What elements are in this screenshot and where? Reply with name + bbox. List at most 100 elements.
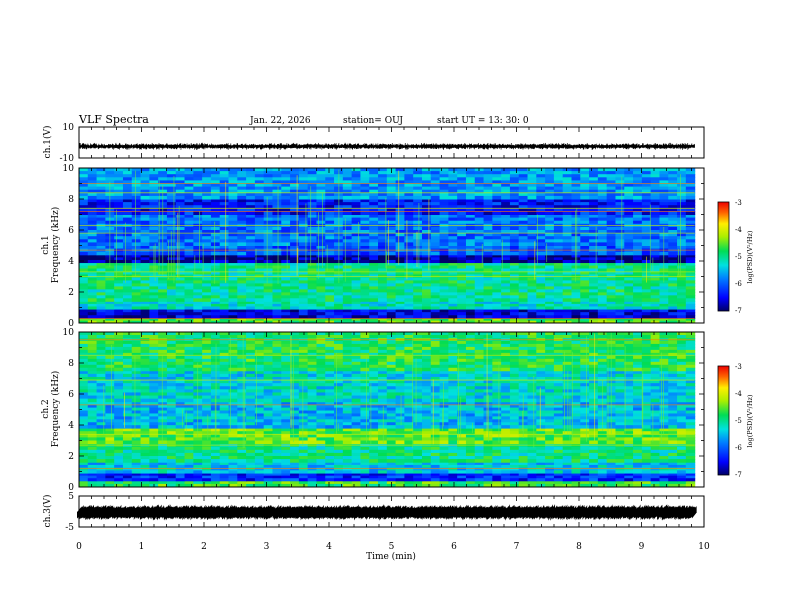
spectrogram-cell [606, 478, 617, 482]
spectrogram-cell [615, 462, 625, 466]
spectrogram-cell [633, 289, 643, 293]
spectrogram-cell [360, 309, 370, 313]
spectrogram-cell [448, 251, 458, 256]
spectrogram-cell [562, 262, 573, 267]
spectrogram-cell [650, 459, 661, 463]
spectrogram-cell [360, 189, 370, 194]
spectrogram-cell [202, 168, 212, 172]
spectrogram-cell [448, 283, 458, 287]
spectrogram-cell [501, 301, 511, 305]
spectrogram-cell [122, 177, 133, 181]
spectrogram-cell [316, 483, 326, 487]
spectrogram-cell [633, 171, 643, 175]
spectrogram-cell [105, 277, 115, 281]
spectrogram-cell [474, 180, 485, 184]
spectrogram-cell [474, 295, 485, 299]
spectrogram-cell [175, 309, 186, 313]
spectrogram-cell [633, 208, 643, 212]
spectrogram-cell [606, 174, 617, 178]
spectrogram-cell [184, 251, 194, 256]
spectrogram-cell [202, 199, 212, 203]
spectrogram-cell [677, 262, 687, 267]
spectrogram-cell [509, 283, 520, 287]
spectrogram-cell [553, 171, 564, 175]
spectrogram-cell [237, 437, 247, 441]
spectrogram-cell [87, 306, 98, 310]
spectrogram-cell [395, 301, 405, 305]
spectrogram-cell [571, 177, 581, 181]
spectrogram-cell [316, 183, 326, 188]
spectrogram-cell [448, 289, 458, 293]
spectrogram-cell [378, 480, 388, 485]
spectrogram-cell [404, 467, 414, 471]
spectrogram-cell [140, 437, 150, 441]
spectrogram-cell [439, 452, 449, 457]
spectrogram-cell [360, 459, 370, 463]
spectrogram-cell [272, 230, 282, 234]
spectrogram-cell [193, 309, 203, 313]
spectrogram-cell [501, 230, 511, 234]
spectrogram-cell [624, 214, 634, 219]
spectrogram-cell [395, 202, 405, 206]
spectrogram-cell [474, 301, 485, 305]
spectrogram-cell [237, 262, 247, 267]
spectrogram-cell [237, 431, 247, 435]
spectrogram-cell [685, 470, 696, 474]
spectrogram-cell [114, 459, 124, 463]
spectrogram-cell [492, 254, 502, 258]
spectrogram-cell [509, 475, 520, 479]
spectrogram-cell [501, 183, 511, 188]
spectrogram-cell [316, 320, 326, 323]
spectrogram-cell [351, 254, 362, 258]
spectrogram-cell [272, 283, 282, 287]
spectrogram-cell [131, 183, 142, 188]
spectrogram-cell [492, 289, 502, 293]
spectrogram-cell [298, 177, 309, 181]
spectrogram-cell [624, 446, 634, 451]
spectrogram-cell [641, 456, 652, 460]
spectrogram-cell [175, 174, 186, 178]
spectrogram-cell [492, 309, 502, 313]
spectrogram-cell [184, 449, 194, 454]
spectrogram-cell [378, 315, 388, 319]
spectrogram-cell [421, 483, 432, 487]
spectrogram-cell [193, 283, 203, 287]
spectrogram-cell [79, 467, 89, 471]
spectrogram-cell [378, 177, 388, 181]
spectrogram-cell [360, 449, 370, 454]
spectrogram-cell [492, 483, 502, 487]
spectrogram-cell [597, 280, 608, 284]
spectrogram-cell [122, 475, 133, 479]
spectrogram-cell [210, 478, 221, 482]
spectrogram-cell [272, 242, 282, 246]
spectrogram-cell [685, 208, 696, 212]
spectrogram-cell [210, 437, 221, 441]
spectrogram-cell [589, 239, 599, 243]
spectrogram-cell [149, 277, 159, 281]
spectrogram-cell [342, 214, 353, 219]
spectrogram-cell [562, 214, 573, 219]
spectrogram-cell [474, 473, 485, 477]
spectrogram-cell [202, 277, 212, 281]
spectrogram-cell [193, 177, 203, 181]
spectrogram-cell [562, 174, 573, 178]
spectrogram-cell [246, 195, 256, 200]
spectrogram-cell [404, 286, 414, 290]
spectrogram-cell [448, 202, 458, 206]
spectrogram-cell [386, 431, 397, 435]
spectrogram-cell [465, 262, 476, 267]
spectrogram-cell [360, 211, 370, 215]
spectrogram-cell [334, 475, 344, 479]
spectrogram-cell [378, 309, 388, 313]
spectrogram-cell [263, 171, 274, 175]
spectrogram-cell [254, 220, 265, 225]
spectrogram-cell [509, 208, 520, 212]
spectrogram-cell [360, 268, 370, 272]
spectrogram-cell [659, 452, 669, 457]
spectrogram-cell [395, 309, 405, 313]
spectrogram-cell [193, 280, 203, 284]
spectrogram-cell [527, 177, 537, 181]
spectrogram-cell [677, 295, 687, 299]
spectrogram-cell [210, 180, 221, 184]
spectrogram-cell [430, 437, 441, 441]
